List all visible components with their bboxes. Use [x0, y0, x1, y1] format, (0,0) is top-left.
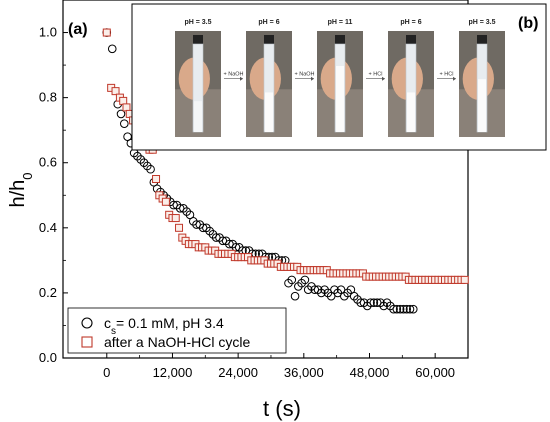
- legend-marker-square: [81, 336, 93, 348]
- x-tick-label: 60,000: [415, 365, 455, 380]
- inset-arrow-head: [240, 76, 243, 81]
- inset-arrow-label: + HCl: [440, 72, 454, 78]
- tube-suspension: [407, 92, 415, 132]
- tube-cap: [477, 35, 487, 44]
- inset-photo-panel: (b) pH = 3.5 + NaOH pH = 6 + NaOH pH = 11 + HC…: [131, 3, 547, 151]
- tube-suspension: [194, 101, 202, 132]
- y-tick-label: 0.6: [39, 155, 57, 170]
- y-tick-label: 0.2: [39, 285, 57, 300]
- inset-photo: pH = 6: [246, 19, 292, 137]
- panel-label-a: (a): [68, 21, 88, 38]
- x-axis-ticks: 0 12,000 24,000 36,000 48,000 60,000: [103, 353, 455, 380]
- x-tick-label: 12,000: [153, 365, 193, 380]
- tube-suspension: [478, 79, 486, 132]
- data-point-circle: [146, 164, 155, 174]
- inset-arrow-head: [453, 76, 456, 81]
- y-tick-label: 0.4: [39, 220, 57, 235]
- tube-cap: [335, 35, 345, 44]
- data-point-square: [111, 87, 120, 96]
- y-tick-label: 0.8: [39, 90, 57, 105]
- data-point-circle: [392, 304, 402, 314]
- data-point-circle: [369, 298, 379, 307]
- plot-area-border: [62, 0, 469, 359]
- inset-ph-label: pH = 3.5: [184, 19, 211, 26]
- legend-label-series-1: cs= 0.1 mM, pH 3.4: [104, 315, 224, 337]
- y-axis-ticks: 0.0 0.2 0.4 0.6 0.8 1.0: [39, 0, 68, 365]
- data-point-square: [175, 223, 184, 232]
- data-point-circle: [116, 109, 126, 119]
- y-axis-title: h/h0: [7, 172, 35, 207]
- inset-ph-label: pH = 11: [328, 19, 353, 26]
- tube-suspension: [265, 92, 273, 132]
- plot-frame: [62, 0, 469, 359]
- legend-label-series-2: after a NaOH-HCl cycle: [104, 334, 250, 350]
- data-point-circle: [107, 44, 117, 54]
- data-point-circle: [389, 304, 398, 314]
- data-point-square: [460, 275, 469, 284]
- inset-arrow-head: [311, 76, 314, 81]
- y-tick-label: 1.0: [39, 25, 57, 40]
- legend-box: [67, 307, 287, 354]
- inset-arrow-label: + NaOH: [294, 72, 314, 78]
- data-point-circle: [402, 304, 412, 314]
- data-point-circle: [399, 304, 408, 314]
- tube-suspension: [336, 66, 344, 132]
- data-point-square: [171, 214, 180, 223]
- data-point-circle: [405, 304, 415, 314]
- inset-ph-label: pH = 3.5: [468, 19, 495, 26]
- x-tick-label: 36,000: [284, 365, 324, 380]
- tube-cap: [193, 35, 203, 44]
- inset-ph-label: pH = 6: [400, 19, 421, 26]
- inset-arrow-label: + HCl: [369, 72, 383, 78]
- inset-arrow-head: [382, 76, 385, 81]
- data-point-circle: [395, 304, 405, 314]
- x-tick-label: 0: [103, 365, 110, 380]
- data-point-square: [119, 96, 128, 105]
- data-point-square: [102, 28, 111, 37]
- legend-marker-circle: [81, 317, 93, 329]
- data-point-square: [161, 197, 170, 206]
- inset-photo: pH = 6: [388, 19, 434, 137]
- data-point-square: [122, 103, 131, 112]
- series-squares: [102, 28, 469, 284]
- data-point-circle: [300, 275, 310, 285]
- data-point-circle: [287, 275, 297, 285]
- inset-photo: pH = 3.5: [459, 19, 505, 137]
- inset-photo: pH = 3.5: [175, 19, 221, 137]
- data-point-circle: [408, 304, 418, 314]
- data-point-circle: [290, 291, 300, 301]
- inset-arrow-label: + NaOH: [223, 72, 243, 78]
- inset-ph-label: pH = 6: [258, 19, 279, 26]
- x-tick-label: 48,000: [350, 365, 390, 380]
- data-point-square: [152, 175, 161, 183]
- tube-cap: [264, 35, 274, 44]
- data-point-circle: [366, 298, 375, 307]
- inset-photo: pH = 11: [317, 19, 363, 137]
- data-point-circle: [119, 119, 129, 128]
- panel-label-b: (b): [518, 15, 538, 32]
- tube-cap: [406, 35, 416, 44]
- x-axis-title: t (s): [263, 396, 301, 421]
- x-tick-label: 24,000: [218, 365, 258, 380]
- y-tick-label: 0.0: [39, 350, 57, 365]
- legend: cs= 0.1 mM, pH 3.4 after a NaOH-HCl cycl…: [67, 307, 287, 354]
